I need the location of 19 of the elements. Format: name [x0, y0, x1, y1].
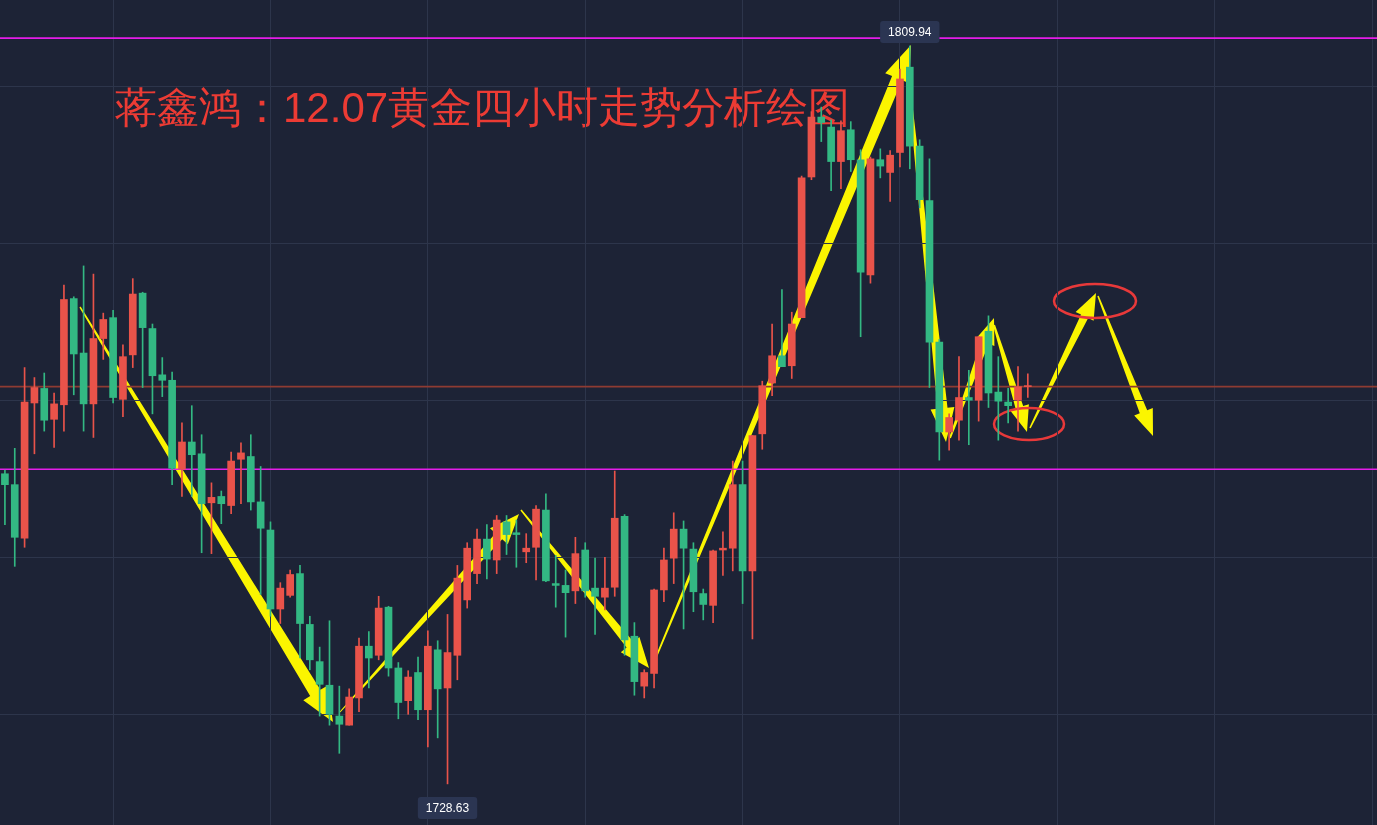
candlestick — [187, 405, 196, 497]
candlestick — [591, 557, 599, 635]
candlestick — [158, 357, 167, 397]
candlestick — [1, 469, 9, 525]
candlestick — [365, 631, 373, 689]
candlestick — [601, 556, 609, 611]
candlestick — [1004, 388, 1012, 424]
candlestick — [237, 442, 245, 505]
candlestick — [876, 148, 885, 179]
candlestick — [964, 369, 973, 446]
candlestick — [551, 555, 560, 608]
candlestick — [994, 356, 1003, 441]
candlestick — [522, 533, 531, 564]
candlestick — [778, 289, 786, 367]
annotation: 1728.63 — [425, 801, 470, 816]
candlestick — [1024, 373, 1032, 398]
candlestick — [1014, 366, 1022, 432]
annotation: 1809.94 — [888, 25, 932, 40]
candlestick — [217, 490, 226, 525]
